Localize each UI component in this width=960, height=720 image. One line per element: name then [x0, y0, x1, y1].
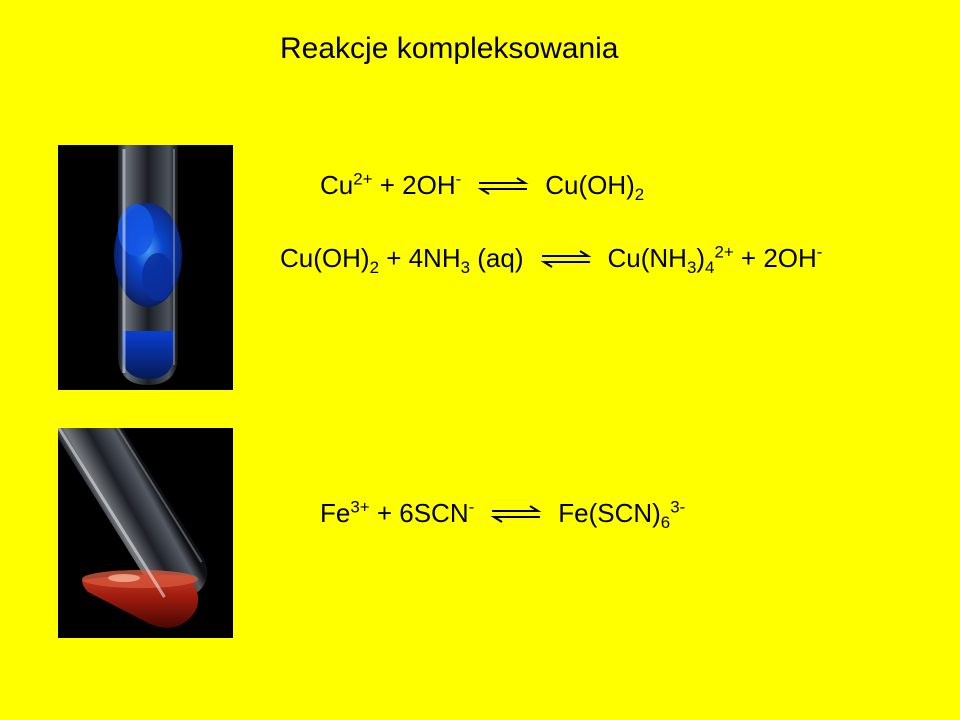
page-title: Reakcje kompleksowania: [280, 32, 619, 66]
equation-2: Cu(OH)2 + 4NH3 (aq) Cu(NH3)42+ + 2OH-: [280, 243, 822, 274]
slide: Reakcje kompleksowania: [0, 0, 960, 720]
eq1-left: Cu2+ + 2OH-: [320, 170, 461, 201]
eq3-right: Fe(SCN)63-: [558, 498, 685, 529]
eq1-right: Cu(OH)2: [545, 170, 644, 201]
equation-1: Cu2+ + 2OH- Cu(OH)2: [320, 170, 644, 201]
eq3-left: Fe3+ + 6SCN-: [320, 498, 474, 529]
equilibrium-arrow-icon: [538, 248, 594, 270]
equilibrium-arrow-icon: [475, 175, 531, 197]
tube-image-copper: [58, 145, 233, 390]
eq2-right: Cu(NH3)42+ + 2OH-: [608, 243, 823, 274]
eq2-left: Cu(OH)2 + 4NH3 (aq): [280, 243, 524, 274]
equation-3: Fe3+ + 6SCN- Fe(SCN)63-: [320, 498, 685, 529]
equilibrium-arrow-icon: [488, 503, 544, 525]
tube-image-iron: [58, 428, 233, 638]
